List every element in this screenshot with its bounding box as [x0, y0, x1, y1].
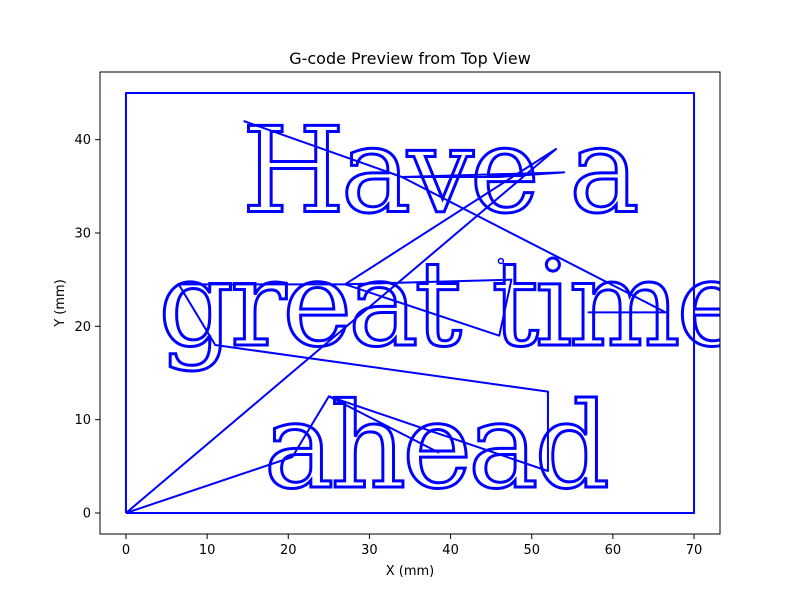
y-tick-label: 0 — [83, 507, 91, 522]
boundary-path — [124, 92, 696, 514]
gcode-text-path-2: great time — [158, 235, 742, 373]
y-tick-label: 10 — [74, 413, 91, 428]
x-tick-label: 0 — [122, 543, 130, 558]
x-tick-label: 40 — [442, 543, 459, 558]
y-tick-label: 40 — [74, 133, 91, 148]
x-tick-label: 30 — [361, 543, 378, 558]
path-point-marker — [497, 257, 505, 265]
travel-path-2 — [243, 120, 667, 314]
y-axis-label: Y (mm) — [53, 279, 68, 328]
y-tick-label: 30 — [74, 227, 91, 242]
y-tick-label: 20 — [74, 320, 91, 335]
gcode-text-path-1: Have a — [242, 102, 637, 240]
chart-title: G-code Preview from Top View — [289, 49, 531, 68]
x-tick-label: 70 — [686, 543, 703, 558]
x-axis-label: X (mm) — [386, 564, 435, 579]
x-axis-ticks: 0 10 20 30 40 50 60 70 — [122, 534, 702, 558]
travel-path-1 — [125, 148, 558, 514]
y-axis-ticks: 0 10 20 30 40 — [74, 133, 100, 522]
x-tick-label: 50 — [523, 543, 540, 558]
x-tick-label: 60 — [605, 543, 622, 558]
x-tick-label: 10 — [199, 543, 216, 558]
x-tick-label: 20 — [280, 543, 297, 558]
gcode-text-path-3: ahead — [264, 377, 608, 515]
axes-frame — [99, 71, 721, 535]
